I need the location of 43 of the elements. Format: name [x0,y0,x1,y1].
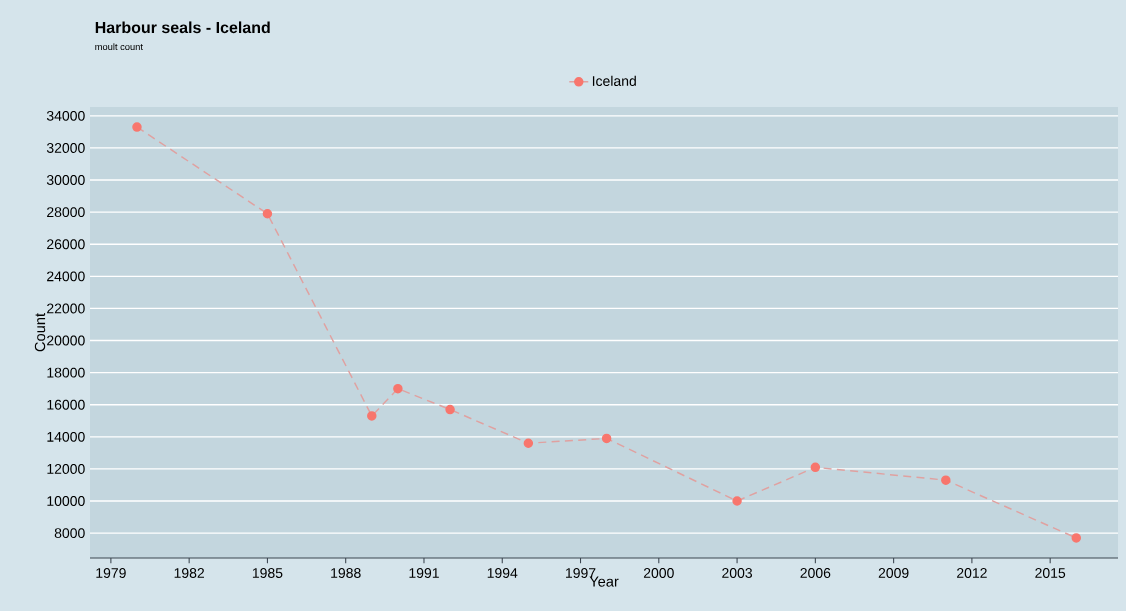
x-tick-label: 1991 [409,568,439,578]
point [810,462,821,473]
x-tick-label: 1985 [252,568,283,578]
y-tick-label: 12000 [47,463,85,474]
point [262,208,273,219]
y-tick-label: 26000 [47,239,85,250]
y-tick-label: 16000 [47,399,85,410]
point [523,438,534,448]
point [393,383,403,394]
point [732,496,742,506]
y-axis-title: Count [34,313,46,352]
y-tick-label: 34000 [46,110,85,121]
point [132,122,142,132]
y-tick-label: 14000 [47,431,85,442]
point [601,433,612,444]
x-tick-label: 1994 [487,568,518,578]
point [445,404,455,415]
y-tick-label: 24000 [47,271,85,282]
y-tick-label: 8000 [54,528,85,539]
y-tick-label: 20000 [47,335,85,346]
chart-subtitle: moult count [95,43,143,51]
point [367,411,377,421]
x-tick-label: 1988 [331,568,361,578]
y-tick-label: 22000 [47,303,85,314]
point [1071,533,1082,543]
point [941,475,951,485]
y-tick-label: 18000 [47,367,85,378]
x-tick-label: 1982 [174,568,204,578]
x-tick-label: 2012 [957,568,987,578]
x-tick-label: 2015 [1035,568,1066,578]
x-tick-label: 1997 [566,568,596,578]
y-tick-label: 32000 [46,142,85,153]
x-tick-label: 2006 [800,568,831,578]
y-tick-label: 10000 [47,496,85,506]
x-tick-label: 2009 [878,568,909,578]
legend-label: Iceland [592,75,636,87]
chart-title: Harbour seals - Iceland [95,21,270,34]
y-tick-label: 28000 [47,207,85,218]
x-tick-label: 2000 [643,568,674,578]
x-tick-label: 2003 [722,568,753,578]
y-tick-label: 30000 [46,175,85,185]
x-axis-title: Year [589,576,619,587]
x-tick-label: 1979 [96,568,126,578]
